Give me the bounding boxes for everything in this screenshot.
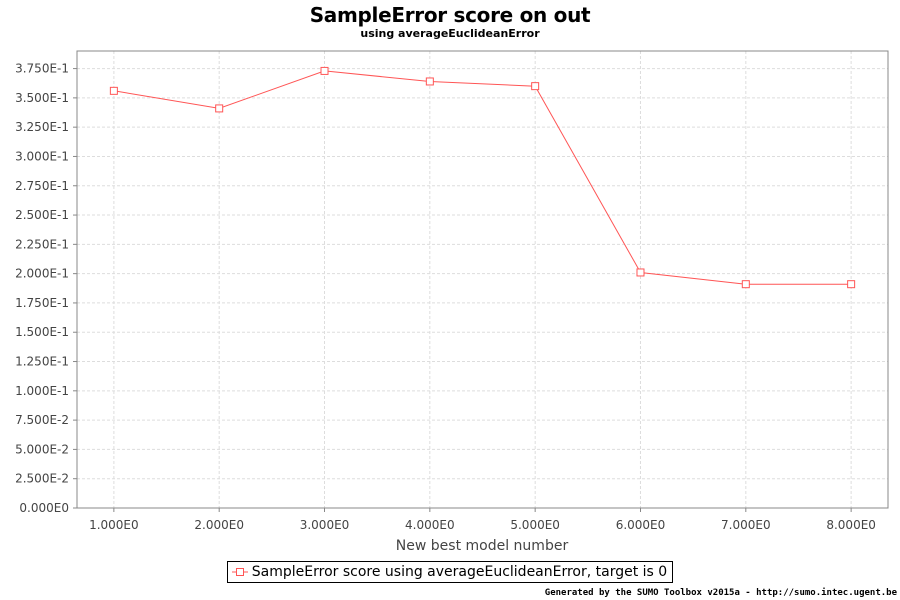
x-axis: 1.000E0 2.000E0 3.000E0 4.000E0 5.000E0 6.000…: [89, 508, 876, 532]
series-layer: [109, 66, 856, 289]
x-tick-label: 7.000E0: [721, 518, 771, 532]
y-tick-label: 3.500E-1: [15, 91, 69, 105]
legend-swatch-icon: [231, 568, 248, 576]
data-point: [215, 104, 224, 113]
x-tick-label: 4.000E0: [405, 518, 455, 532]
y-tick-label: 1.500E-1: [15, 325, 69, 339]
data-point: [741, 280, 750, 289]
y-tick-label: 2.750E-1: [15, 179, 69, 193]
legend: SampleError score using averageEuclidean…: [0, 561, 900, 583]
chart-subtitle: using averageEuclideanError: [360, 27, 540, 40]
y-tick-label: 0.000E0: [19, 501, 69, 515]
x-tick-label: 1.000E0: [89, 518, 139, 532]
grid-lines: [77, 51, 888, 508]
y-tick-label: 2.500E-2: [15, 472, 69, 486]
y-tick-label: 2.500E-1: [15, 208, 69, 222]
data-point: [425, 77, 434, 86]
legend-box: SampleError score using averageEuclidean…: [226, 561, 674, 583]
y-tick-label: 3.000E-1: [15, 149, 69, 163]
chart-title: SampleError score on out: [309, 3, 591, 27]
x-tick-label: 3.000E0: [300, 518, 350, 532]
y-tick-label: 1.250E-1: [15, 355, 69, 369]
y-axis: 0.000E0 2.500E-2 5.000E-2 7.500E-2 1.000E-1 1…: [15, 62, 77, 515]
y-tick-label: 7.500E-2: [15, 413, 69, 427]
data-point: [847, 280, 856, 289]
x-tick-label: 6.000E0: [616, 518, 666, 532]
y-tick-label: 5.000E-2: [15, 442, 69, 456]
y-tick-label: 3.750E-1: [15, 62, 69, 76]
data-point: [320, 66, 329, 75]
y-tick-label: 2.000E-1: [15, 267, 69, 281]
x-tick-label: 5.000E0: [510, 518, 560, 532]
y-tick-label: 3.250E-1: [15, 120, 69, 134]
y-tick-label: 1.750E-1: [15, 296, 69, 310]
line-chart: 0.000E0 2.500E-2 5.000E-2 7.500E-2 1.000E-1 1…: [15, 50, 889, 554]
data-point: [636, 268, 645, 277]
data-point: [531, 82, 540, 91]
x-axis-title: New best model number: [396, 538, 569, 554]
x-tick-label: 8.000E0: [826, 518, 876, 532]
legend-label: SampleError score using averageEuclidean…: [251, 564, 668, 580]
y-tick-label: 1.000E-1: [15, 384, 69, 398]
y-tick-label: 2.250E-1: [15, 237, 69, 251]
x-tick-label: 2.000E0: [194, 518, 244, 532]
series-line: [113, 70, 852, 285]
data-point: [109, 86, 118, 95]
plot-area: [76, 50, 889, 509]
footer-credit: Generated by the SUMO Toolbox v2015a - h…: [544, 588, 897, 598]
